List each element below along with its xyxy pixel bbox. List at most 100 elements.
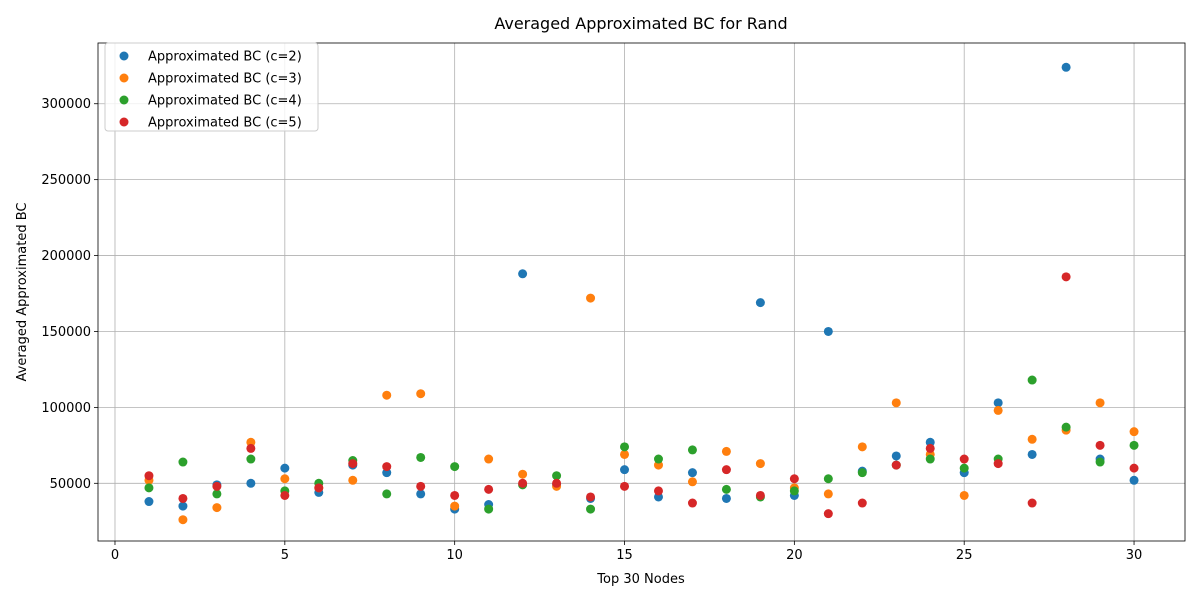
plot-frame — [97, 42, 1186, 542]
data-point — [484, 454, 494, 464]
data-point — [755, 459, 765, 469]
x-tick-label: 20 — [786, 548, 803, 563]
data-point — [721, 446, 731, 456]
data-point — [857, 498, 867, 508]
x-axis-ticks: 0 5 10 15 20 25 30 — [111, 541, 1142, 563]
data-point — [212, 481, 222, 491]
data-point — [1129, 475, 1139, 485]
data-point — [1027, 434, 1037, 444]
data-point — [891, 398, 901, 408]
data-point — [484, 504, 494, 514]
data-point — [586, 504, 596, 514]
legend-marker — [119, 95, 129, 105]
legend-marker — [119, 73, 129, 83]
data-point — [382, 489, 392, 499]
data-point — [382, 462, 392, 472]
data-point — [1061, 272, 1071, 282]
data-point — [518, 478, 528, 488]
data-point — [993, 459, 1003, 469]
data-point — [280, 474, 290, 484]
data-point — [653, 454, 663, 464]
data-point — [450, 501, 460, 511]
data-point — [755, 298, 765, 308]
legend-marker — [119, 117, 129, 127]
data-point — [1095, 398, 1105, 408]
data-point — [857, 468, 867, 478]
data-point — [280, 463, 290, 473]
data-point — [484, 484, 494, 494]
data-point — [1027, 449, 1037, 459]
data-point — [212, 503, 222, 513]
legend-label: Approximated BC (c=2) — [148, 50, 302, 65]
data-point — [382, 390, 392, 400]
x-axis-label: Top 30 Nodes — [596, 572, 685, 587]
data-point — [620, 442, 630, 452]
data-point — [450, 462, 460, 472]
x-tick-label: 0 — [111, 548, 119, 563]
legend-frame — [104, 42, 319, 132]
data-point — [1129, 427, 1139, 437]
data-point — [518, 469, 528, 479]
data-point — [144, 497, 154, 507]
data-point — [755, 490, 765, 500]
legend-marker — [119, 51, 129, 61]
data-point — [212, 489, 222, 499]
data-point — [416, 489, 426, 499]
data-point — [178, 493, 188, 503]
data-point — [586, 492, 596, 502]
data-point — [891, 460, 901, 470]
y-tick-label: 100000 — [41, 401, 91, 416]
data-point — [789, 474, 799, 484]
data-point — [823, 326, 833, 336]
data-point — [857, 442, 867, 452]
data-point — [348, 475, 358, 485]
data-point — [620, 449, 630, 459]
data-point — [653, 486, 663, 496]
data-point — [993, 398, 1003, 408]
data-point — [687, 445, 697, 455]
data-point — [1027, 375, 1037, 385]
data-point — [246, 454, 256, 464]
legend-label: Approximated BC (c=5) — [148, 116, 302, 131]
data-point — [959, 490, 969, 500]
data-point — [891, 451, 901, 461]
data-point — [246, 478, 256, 488]
data-point — [721, 465, 731, 475]
data-point — [993, 405, 1003, 415]
data-point — [552, 471, 562, 481]
data-point — [1095, 457, 1105, 467]
y-tick-label: 200000 — [41, 249, 91, 264]
data-point — [823, 474, 833, 484]
y-axis-label: Averaged Approximated BC — [15, 203, 30, 382]
data-point — [178, 515, 188, 525]
legend: Approximated BC (c=2) Approximated BC (c=… — [104, 42, 319, 132]
legend-label: Approximated BC (c=4) — [148, 94, 302, 109]
data-point — [280, 490, 290, 500]
data-point — [1061, 422, 1071, 432]
data-point — [314, 483, 324, 493]
grid — [98, 43, 1185, 541]
data-point — [1061, 62, 1071, 72]
y-axis-ticks: 50000 100000 150000 200000 250000 300000 — [41, 97, 98, 492]
y-tick-label: 250000 — [41, 173, 91, 188]
data-point — [721, 493, 731, 503]
x-tick-label: 10 — [446, 548, 463, 563]
data-point — [450, 490, 460, 500]
data-point — [925, 443, 935, 453]
data-point — [789, 486, 799, 496]
chart-title: Averaged Approximated BC for Rand — [494, 14, 787, 33]
data-point — [687, 477, 697, 487]
data-point — [416, 452, 426, 462]
data-point — [518, 269, 528, 279]
data-point — [1027, 498, 1037, 508]
data-point — [178, 501, 188, 511]
x-tick-label: 25 — [956, 548, 973, 563]
y-tick-label: 300000 — [41, 97, 91, 112]
data-point — [959, 454, 969, 464]
data-point — [721, 484, 731, 494]
x-tick-label: 5 — [281, 548, 289, 563]
data-point — [416, 389, 426, 399]
data-point — [959, 463, 969, 473]
data-points — [144, 62, 1139, 525]
